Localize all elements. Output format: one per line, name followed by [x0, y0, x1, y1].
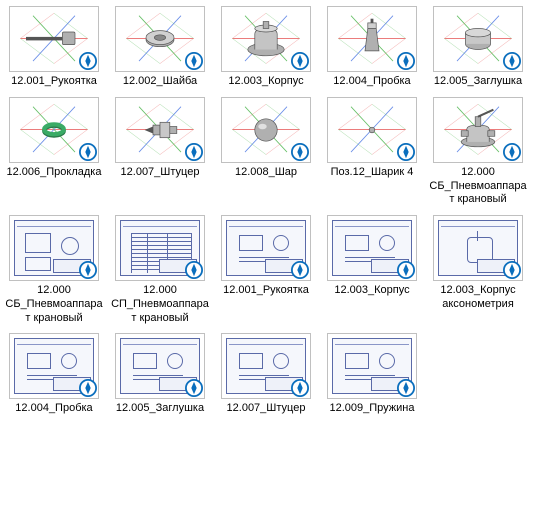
- file-thumbnail[interactable]: [115, 97, 205, 163]
- file-thumbnail[interactable]: [9, 6, 99, 72]
- file-thumbnail[interactable]: [115, 333, 205, 399]
- file-thumbnail[interactable]: [433, 97, 523, 163]
- file-name-label[interactable]: 12.000 СП_Пневмоаппарат крановый: [110, 284, 210, 325]
- file-item[interactable]: 12.004_Пробка: [322, 6, 422, 89]
- file-thumbnail[interactable]: [115, 6, 205, 72]
- kompas-badge-icon: [185, 379, 203, 397]
- file-name-label[interactable]: 12.000 СБ_Пневмоаппарат крановый: [4, 284, 104, 325]
- file-item[interactable]: Поз.12_Шарик 4: [322, 97, 422, 207]
- file-name-label[interactable]: 12.004_Пробка: [15, 402, 92, 416]
- part-shape-icon: [125, 105, 195, 155]
- part-shape-icon: [125, 14, 195, 64]
- file-name-label[interactable]: 12.005_Заглушка: [116, 402, 204, 416]
- file-thumbnail[interactable]: [221, 215, 311, 281]
- file-thumbnail[interactable]: [115, 215, 205, 281]
- part-shape-icon: [231, 14, 301, 64]
- part-shape-icon: [19, 105, 89, 155]
- file-item[interactable]: 12.000 СБ_Пневмоаппарат крановый: [4, 215, 104, 325]
- part-shape-icon: [337, 105, 407, 155]
- file-name-label[interactable]: 12.007_Штуцер: [121, 166, 200, 180]
- file-item[interactable]: 12.004_Пробка: [4, 333, 104, 416]
- kompas-badge-icon: [291, 261, 309, 279]
- kompas-badge-icon: [291, 379, 309, 397]
- file-thumbnail[interactable]: [9, 333, 99, 399]
- file-thumbnail[interactable]: [9, 215, 99, 281]
- part-shape-icon: [337, 14, 407, 64]
- file-item[interactable]: 12.007_Штуцер: [110, 97, 210, 207]
- kompas-badge-icon: [397, 261, 415, 279]
- file-name-label[interactable]: 12.003_Корпус: [228, 75, 303, 89]
- file-thumbnail[interactable]: [433, 215, 523, 281]
- kompas-badge-icon: [79, 261, 97, 279]
- file-name-label[interactable]: 12.005_Заглушка: [434, 75, 522, 89]
- file-name-label[interactable]: Поз.12_Шарик 4: [331, 166, 414, 180]
- part-shape-icon: [231, 105, 301, 155]
- kompas-badge-icon: [185, 261, 203, 279]
- file-item[interactable]: 12.000 СБ_Пневмоаппарат крановый: [428, 97, 528, 207]
- file-item[interactable]: 12.003_Корпус: [216, 6, 316, 89]
- kompas-badge-icon: [503, 261, 521, 279]
- file-name-label[interactable]: 12.003_Корпус аксонометрия: [428, 284, 528, 312]
- file-item[interactable]: 12.003_Корпус аксонометрия: [428, 215, 528, 325]
- file-item[interactable]: 12.002_Шайба: [110, 6, 210, 89]
- file-grid: 12.001_Рукоятка 12.002_Шайба 12.003_Корп…: [4, 6, 546, 422]
- file-thumbnail[interactable]: [221, 97, 311, 163]
- file-item[interactable]: 12.001_Рукоятка: [4, 6, 104, 89]
- file-name-label[interactable]: 12.008_Шар: [235, 166, 297, 180]
- file-item[interactable]: 12.009_Пружина: [322, 333, 422, 416]
- file-item[interactable]: 12.006_Прокладка: [4, 97, 104, 207]
- kompas-badge-icon: [397, 379, 415, 397]
- file-thumbnail[interactable]: [221, 333, 311, 399]
- file-name-label[interactable]: 12.003_Корпус: [334, 284, 409, 298]
- file-thumbnail[interactable]: [9, 97, 99, 163]
- file-name-label[interactable]: 12.006_Прокладка: [7, 166, 102, 180]
- file-name-label[interactable]: 12.001_Рукоятка: [11, 75, 97, 89]
- file-item[interactable]: 12.003_Корпус: [322, 215, 422, 325]
- kompas-badge-icon: [79, 379, 97, 397]
- file-name-label[interactable]: 12.001_Рукоятка: [223, 284, 309, 298]
- part-shape-icon: [443, 14, 513, 64]
- file-item[interactable]: 12.005_Заглушка: [110, 333, 210, 416]
- file-thumbnail[interactable]: [221, 6, 311, 72]
- file-name-label[interactable]: 12.009_Пружина: [330, 402, 415, 416]
- file-thumbnail[interactable]: [327, 333, 417, 399]
- file-name-label[interactable]: 12.004_Пробка: [333, 75, 410, 89]
- file-name-label[interactable]: 12.000 СБ_Пневмоаппарат крановый: [428, 166, 528, 207]
- file-item[interactable]: 12.001_Рукоятка: [216, 215, 316, 325]
- part-shape-icon: [443, 105, 513, 155]
- file-thumbnail[interactable]: [327, 97, 417, 163]
- part-shape-icon: [19, 14, 89, 64]
- file-item[interactable]: 12.008_Шар: [216, 97, 316, 207]
- file-item[interactable]: 12.005_Заглушка: [428, 6, 528, 89]
- file-item[interactable]: 12.000 СП_Пневмоаппарат крановый: [110, 215, 210, 325]
- file-name-label[interactable]: 12.002_Шайба: [123, 75, 197, 89]
- file-thumbnail[interactable]: [433, 6, 523, 72]
- file-thumbnail[interactable]: [327, 6, 417, 72]
- file-thumbnail[interactable]: [327, 215, 417, 281]
- file-item[interactable]: 12.007_Штуцер: [216, 333, 316, 416]
- file-name-label[interactable]: 12.007_Штуцер: [227, 402, 306, 416]
